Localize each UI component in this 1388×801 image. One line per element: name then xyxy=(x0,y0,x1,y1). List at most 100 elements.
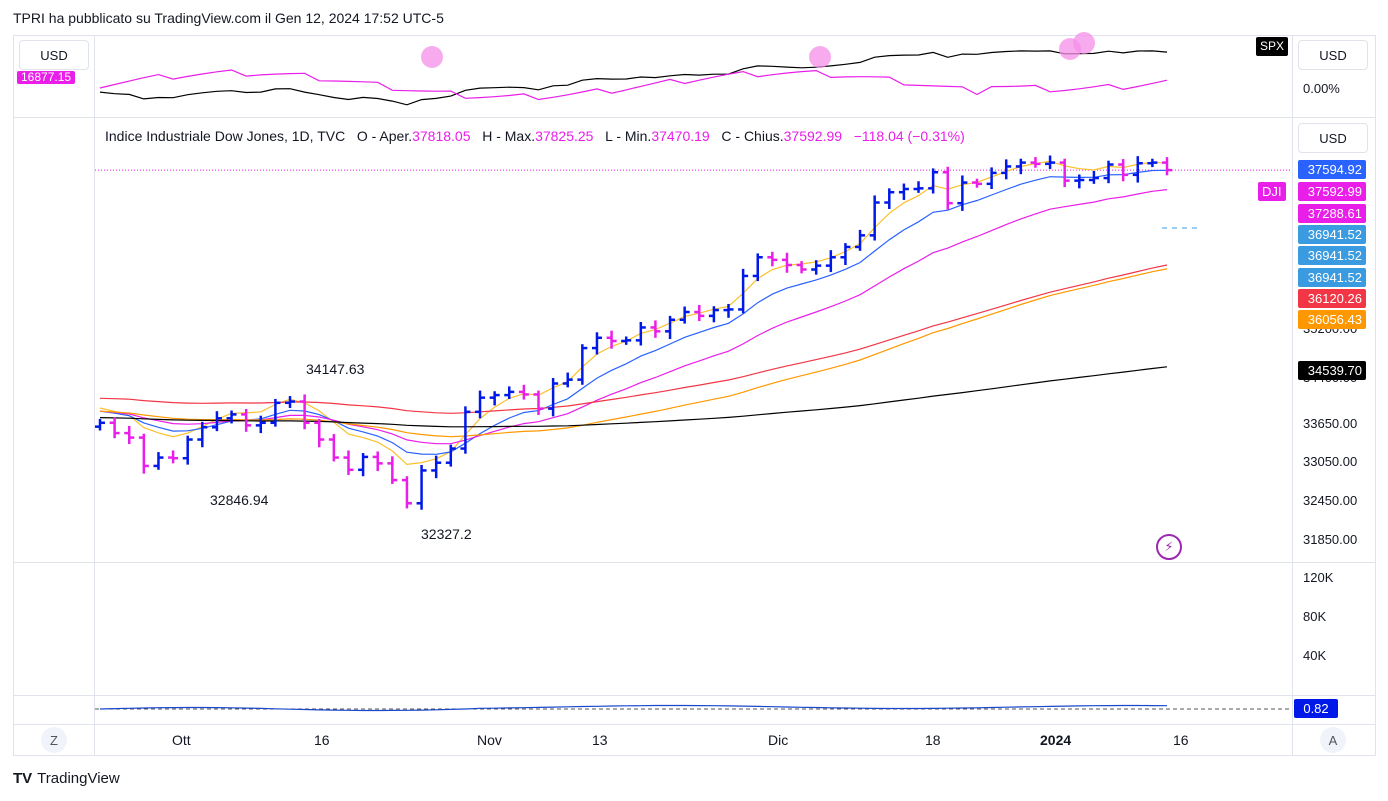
top-left-partial-tag: 16877.15 xyxy=(17,71,76,84)
x-axis-label: Dic xyxy=(768,732,789,748)
legend-symbol: Indice Industriale Dow Jones, 1D, TVC xyxy=(105,128,346,144)
x-axis-label: Ott xyxy=(172,732,191,748)
ohlc-bar xyxy=(504,386,515,399)
ohlc-bar xyxy=(869,195,880,241)
ohlc-bar xyxy=(270,398,281,427)
ohlc-bar xyxy=(1088,170,1099,184)
x-axis-label: 16 xyxy=(314,732,330,748)
ohlc-bar xyxy=(416,464,427,510)
pane-divider-osc[interactable] xyxy=(13,695,1376,696)
ohlc-bar xyxy=(1045,155,1056,170)
ohlc-bar xyxy=(241,408,252,432)
ohlc-bar xyxy=(1147,158,1158,168)
volume-tick-0: 120K xyxy=(1303,570,1334,585)
ohlc-bar xyxy=(299,394,310,430)
ohlc-bar xyxy=(387,456,398,484)
price-legend: Indice Industriale Dow Jones, 1D, TVC O … xyxy=(105,128,965,144)
top-left-usd-button[interactable]: USD xyxy=(19,40,89,70)
zoom-z-button[interactable]: Z xyxy=(41,727,67,753)
x-axis-label: 16 xyxy=(1173,732,1189,748)
ohlc-bar xyxy=(650,320,661,338)
signal-marker xyxy=(1073,32,1095,54)
auto-scale-button[interactable]: A xyxy=(1320,727,1346,753)
price-tag: 37288.61 xyxy=(1298,204,1366,223)
top-pct-label: 0.00% xyxy=(1303,81,1340,96)
ohlc-bar xyxy=(738,268,749,314)
pane-divider-top[interactable] xyxy=(13,117,1376,118)
ohlc-bar xyxy=(518,384,529,400)
ohlc-bar xyxy=(562,372,573,388)
x-axis-label: 18 xyxy=(925,732,941,748)
pane-divider-volume[interactable] xyxy=(13,562,1376,563)
ohlc-bar xyxy=(168,450,179,464)
ohlc-bar xyxy=(226,410,237,424)
logo-text: TradingView xyxy=(37,770,120,787)
ohlc-bar xyxy=(431,455,442,479)
ohlc-bar xyxy=(752,253,763,282)
ohlc-bar xyxy=(489,391,500,406)
ohlc-bar xyxy=(694,304,705,322)
ohlc-bar xyxy=(986,167,997,189)
ohlc-bar xyxy=(840,243,851,265)
price-tag: 36120.26 xyxy=(1298,289,1366,308)
ohlc-bar xyxy=(606,330,617,349)
legend-open: 37818.05 xyxy=(412,128,471,144)
ohlc-bar xyxy=(343,450,354,475)
annotation-low-2: 32327.2 xyxy=(421,526,472,542)
ohlc-bar xyxy=(358,453,369,477)
ohlc-bar xyxy=(328,434,339,462)
ohlc-bar xyxy=(401,476,412,509)
ohlc-bar xyxy=(1103,160,1114,184)
ohlc-bar xyxy=(708,306,719,323)
spx-tag: SPX xyxy=(1256,37,1289,56)
ohlc-bar xyxy=(898,183,909,200)
ohlc-bar xyxy=(124,426,135,445)
volume-tick-2: 40K xyxy=(1303,648,1327,663)
volume-tick-1: 80K xyxy=(1303,609,1327,624)
ohlc-bar xyxy=(475,390,486,419)
spx-comparison-line xyxy=(99,50,1168,106)
main-usd-button[interactable]: USD xyxy=(1298,123,1368,153)
ohlc-bar xyxy=(971,178,982,188)
ohlc-bar xyxy=(1162,157,1172,176)
lightning-icon[interactable]: ⚡ xyxy=(1156,534,1182,560)
ohlc-bar xyxy=(781,252,792,273)
top-right-usd-button[interactable]: USD xyxy=(1298,40,1368,70)
price-tag: 37592.99 xyxy=(1298,182,1366,201)
ohlc-bar xyxy=(957,175,968,211)
annotation-low-1: 32846.94 xyxy=(210,492,269,508)
publish-header: TPRI ha pubblicato su TradingView.com il… xyxy=(13,10,444,26)
ohlc-bar xyxy=(635,321,646,346)
signal-marker xyxy=(809,46,831,68)
ohlc-bar xyxy=(767,251,778,267)
ohlc-bar xyxy=(723,303,734,318)
axis-tick-3: 31850.00 xyxy=(1303,532,1358,547)
price-tag: 36056.43 xyxy=(1298,310,1366,329)
price-tag: 36941.52 xyxy=(1298,225,1366,244)
ohlc-bar xyxy=(1118,159,1129,182)
axis-tick-2: 32450.00 xyxy=(1303,493,1358,508)
ohlc-bar xyxy=(153,452,164,470)
legend-high-label: H - Max. xyxy=(482,128,536,144)
left-axis-divider xyxy=(94,35,95,756)
ohlc-bar xyxy=(825,250,836,273)
legend-low: 37470.19 xyxy=(651,128,710,144)
ohlc-bar xyxy=(95,418,105,431)
ohlc-bar xyxy=(460,406,471,454)
moving-average-line xyxy=(99,189,1168,445)
legend-open-label: O - Aper. xyxy=(356,128,413,144)
axis-tick-1: 33050.00 xyxy=(1303,454,1358,469)
price-plot xyxy=(95,155,1292,510)
ohlc-bar xyxy=(884,188,895,209)
moving-average-line xyxy=(99,169,1168,455)
ohlc-bar xyxy=(928,168,939,194)
tv-logo-icon: TV xyxy=(13,770,33,787)
moving-average-line xyxy=(99,264,1168,414)
ohlc-bar xyxy=(372,451,383,472)
ohlc-bar xyxy=(679,306,690,324)
ohlc-bar xyxy=(197,421,208,448)
axis-tick-0: 33650.00 xyxy=(1303,416,1358,431)
right-axis-divider xyxy=(1292,35,1293,756)
ohlc-bar xyxy=(211,411,222,432)
